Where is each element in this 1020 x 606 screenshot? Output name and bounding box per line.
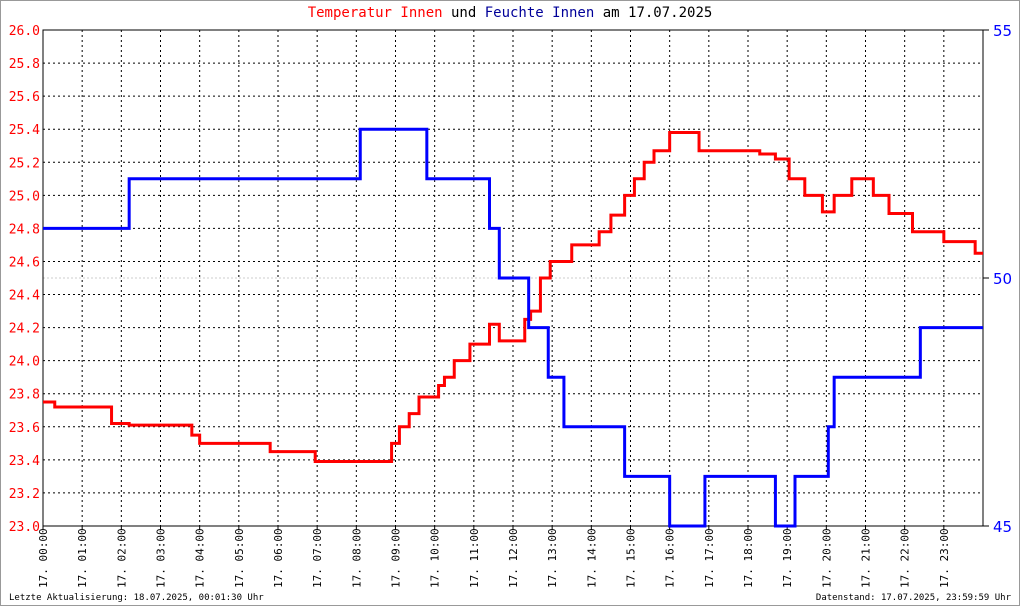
y-left-tick-label: 26.0	[9, 24, 40, 39]
x-tick-label: 17. 02:00	[115, 528, 128, 588]
data-timestamp: Datenstand: 17.07.2025, 23:59:59 Uhr	[815, 593, 1011, 603]
x-tick-label: 17. 22:00	[899, 528, 912, 588]
y-left-tick-label: 25.2	[9, 156, 40, 171]
x-tick-label: 17. 15:00	[625, 528, 638, 588]
y-left-tick-label: 25.4	[9, 123, 40, 138]
x-tick-label: 17. 20:00	[820, 528, 833, 588]
title-humidity: Feuchte Innen	[484, 5, 595, 21]
x-tick-label: 17. 13:00	[546, 528, 559, 588]
humidity-series-line	[43, 127, 983, 528]
y-left-tick-label: 25.6	[9, 90, 40, 105]
x-tick-label: 17. 16:00	[664, 528, 677, 588]
x-tick-label: 17. 14:00	[585, 528, 598, 588]
x-tick-label: 17. 05:00	[233, 528, 246, 588]
x-tick-label: 17. 00:00	[37, 528, 50, 588]
x-tick-label: 17. 12:00	[507, 528, 520, 588]
y-left-tick-label: 23.6	[9, 421, 40, 436]
y-left-tick-label: 24.4	[9, 289, 40, 304]
plot-frame	[42, 29, 984, 527]
y-left-tick-label: 23.2	[9, 487, 40, 502]
x-tick-label: 17. 19:00	[781, 528, 794, 588]
y-left-tick-label: 24.2	[9, 322, 40, 337]
y-left-tick-label: 25.8	[9, 57, 40, 72]
x-tick-label: 17. 11:00	[468, 528, 481, 588]
x-tick-label: 17. 17:00	[703, 528, 716, 588]
y-right-tick-label: 50	[993, 270, 1012, 288]
x-tick-label: 17. 03:00	[155, 528, 168, 588]
x-tick-label: 17. 21:00	[860, 528, 873, 588]
x-tick-label: 17. 06:00	[272, 528, 285, 588]
x-tick-label: 17. 23:00	[938, 528, 951, 588]
y-left-tick-label: 24.8	[9, 222, 40, 237]
y-right-tick-label: 55	[993, 22, 1012, 40]
chart-title: Temperatur Innen und Feuchte Innen am 17…	[1, 5, 1019, 21]
y-left-tick-label: 24.0	[9, 355, 40, 370]
y-right-tick-label: 45	[993, 518, 1012, 536]
x-tick-label: 17. 01:00	[76, 528, 89, 588]
y-left-tick-label: 23.8	[9, 388, 40, 403]
x-tick-label: 17. 09:00	[390, 528, 403, 588]
y-left-tick-label: 23.0	[9, 520, 40, 535]
x-tick-label: 17. 08:00	[350, 528, 363, 588]
y-left-tick-label: 24.6	[9, 255, 40, 270]
title-date: am 17.07.2025	[602, 5, 713, 21]
x-tick-label: 17. 18:00	[742, 528, 755, 588]
x-tick-label: 17. 04:00	[194, 528, 207, 588]
y-left-tick-label: 23.4	[9, 454, 40, 469]
title-temperature: Temperatur Innen	[307, 5, 443, 21]
y-left-tick-label: 25.0	[9, 189, 40, 204]
x-tick-label: 17. 10:00	[429, 528, 442, 588]
temperature-series-line	[43, 131, 983, 464]
title-and: und	[450, 5, 477, 21]
last-update: Letzte Aktualisierung: 18.07.2025, 00:01…	[9, 593, 264, 603]
x-tick-label: 17. 07:00	[311, 528, 324, 588]
